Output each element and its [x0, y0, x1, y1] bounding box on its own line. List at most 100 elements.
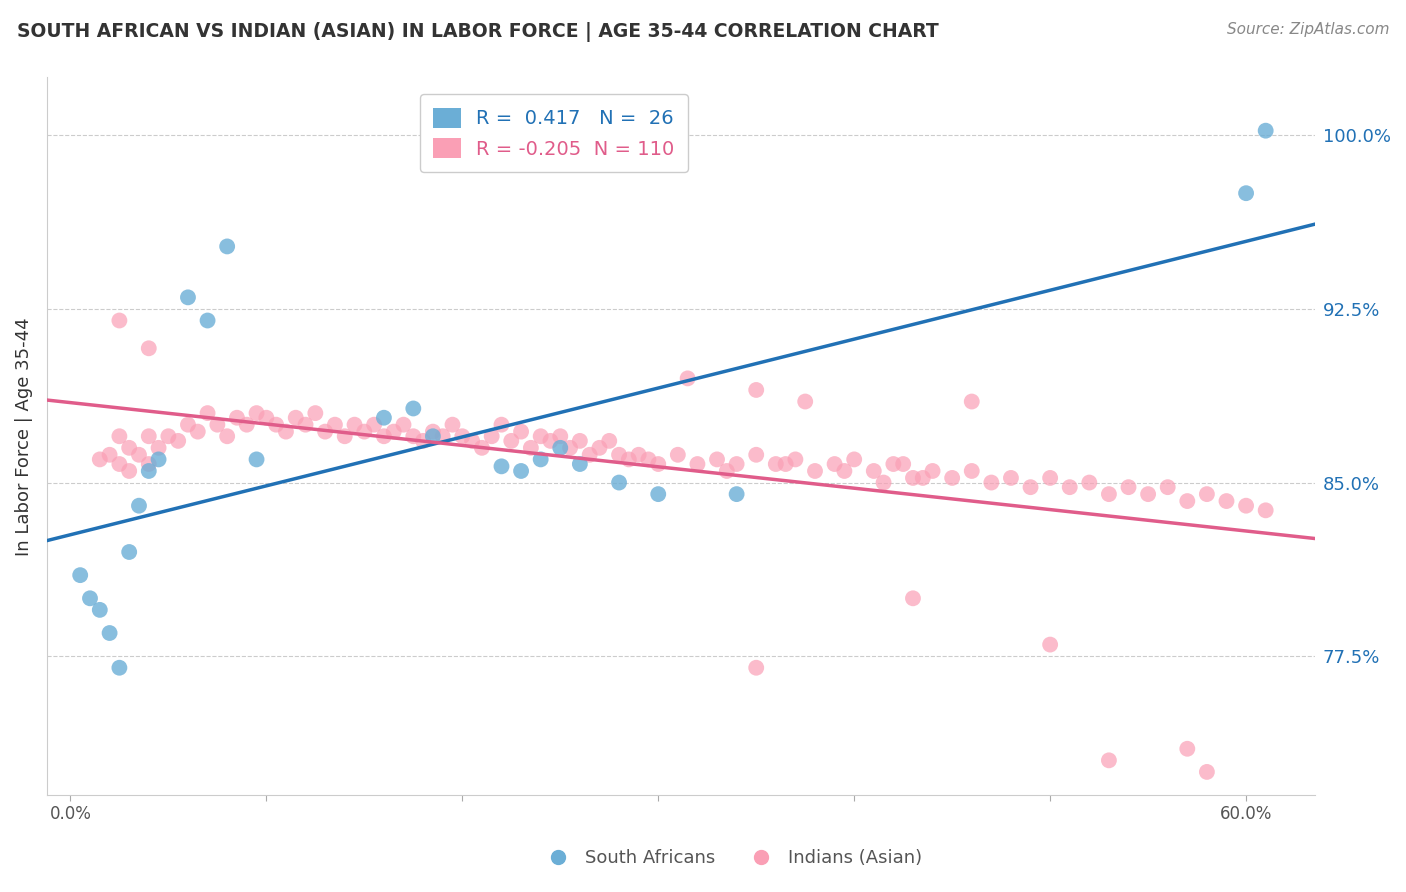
Point	[804, 464, 827, 478]
Text: SOUTH AFRICAN VS INDIAN (ASIAN) IN LABOR FORCE | AGE 35-44 CORRELATION CHART: SOUTH AFRICAN VS INDIAN (ASIAN) IN LABOR…	[17, 22, 939, 42]
Point	[432, 429, 454, 443]
Point	[1175, 741, 1198, 756]
Point	[824, 457, 846, 471]
Point	[323, 417, 346, 432]
Point	[647, 457, 669, 471]
Point	[491, 459, 513, 474]
Legend: R =  0.417   N =  26, R = -0.205  N = 110: R = 0.417 N = 26, R = -0.205 N = 110	[420, 95, 688, 172]
Point	[254, 410, 277, 425]
Point	[1195, 764, 1218, 779]
Point	[89, 452, 111, 467]
Point	[921, 464, 943, 478]
Point	[716, 464, 738, 478]
Point	[422, 425, 444, 439]
Point	[402, 401, 425, 416]
Point	[676, 371, 699, 385]
Point	[725, 487, 748, 501]
Point	[765, 457, 787, 471]
Point	[138, 429, 160, 443]
Point	[1175, 494, 1198, 508]
Point	[138, 464, 160, 478]
Point	[108, 429, 131, 443]
Point	[207, 417, 229, 432]
Point	[725, 457, 748, 471]
Point	[167, 434, 190, 448]
Point	[1137, 487, 1160, 501]
Point	[588, 441, 610, 455]
Point	[197, 313, 219, 327]
Point	[627, 448, 650, 462]
Point	[245, 452, 267, 467]
Text: Source: ZipAtlas.com: Source: ZipAtlas.com	[1226, 22, 1389, 37]
Point	[274, 425, 297, 439]
Point	[647, 487, 669, 501]
Point	[558, 441, 581, 455]
Point	[108, 313, 131, 327]
Point	[79, 591, 101, 606]
Point	[284, 410, 307, 425]
Point	[148, 441, 170, 455]
Point	[911, 471, 934, 485]
Point	[578, 448, 600, 462]
Point	[510, 425, 533, 439]
Point	[834, 464, 856, 478]
Point	[382, 425, 405, 439]
Point	[530, 452, 553, 467]
Point	[98, 626, 121, 640]
Point	[412, 434, 434, 448]
Point	[706, 452, 728, 467]
Point	[157, 429, 180, 443]
Point	[353, 425, 375, 439]
Y-axis label: In Labor Force | Age 35-44: In Labor Force | Age 35-44	[15, 317, 32, 556]
Point	[510, 464, 533, 478]
Legend: South Africans, Indians (Asian): South Africans, Indians (Asian)	[533, 842, 929, 874]
Point	[607, 448, 630, 462]
Point	[1078, 475, 1101, 490]
Point	[108, 457, 131, 471]
Point	[1098, 753, 1121, 767]
Point	[568, 434, 591, 448]
Point	[89, 603, 111, 617]
Point	[607, 475, 630, 490]
Point	[872, 475, 894, 490]
Point	[1254, 503, 1277, 517]
Point	[785, 452, 807, 467]
Point	[108, 661, 131, 675]
Point	[980, 475, 1002, 490]
Point	[373, 429, 395, 443]
Point	[1195, 487, 1218, 501]
Point	[118, 464, 141, 478]
Point	[451, 429, 474, 443]
Point	[686, 457, 709, 471]
Point	[128, 499, 150, 513]
Point	[363, 417, 385, 432]
Point	[343, 417, 366, 432]
Point	[901, 471, 924, 485]
Point	[422, 429, 444, 443]
Point	[520, 441, 543, 455]
Point	[1000, 471, 1022, 485]
Point	[392, 417, 415, 432]
Point	[844, 452, 866, 467]
Point	[1059, 480, 1081, 494]
Point	[1039, 471, 1062, 485]
Point	[637, 452, 659, 467]
Point	[568, 457, 591, 471]
Point	[187, 425, 209, 439]
Point	[745, 383, 768, 397]
Point	[745, 661, 768, 675]
Point	[901, 591, 924, 606]
Point	[373, 410, 395, 425]
Point	[304, 406, 326, 420]
Point	[617, 452, 640, 467]
Point	[402, 429, 425, 443]
Point	[217, 429, 239, 443]
Point	[98, 448, 121, 462]
Point	[941, 471, 963, 485]
Point	[1234, 186, 1257, 201]
Point	[540, 434, 562, 448]
Point	[226, 410, 249, 425]
Point	[666, 448, 689, 462]
Point	[148, 452, 170, 467]
Point	[118, 545, 141, 559]
